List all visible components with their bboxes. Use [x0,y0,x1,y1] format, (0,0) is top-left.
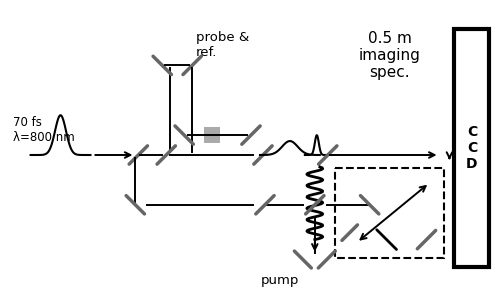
Text: 70 fs
λ=800 nm: 70 fs λ=800 nm [12,116,74,144]
Text: C
C
D: C C D [466,125,477,171]
Text: probe &
ref.: probe & ref. [196,30,250,59]
Text: pump: pump [260,274,299,287]
Bar [335,168,444,257]
Text: 0.5 m
imaging
spec.: 0.5 m imaging spec. [358,30,420,80]
Bar [454,29,490,267]
Bar [204,127,220,143]
